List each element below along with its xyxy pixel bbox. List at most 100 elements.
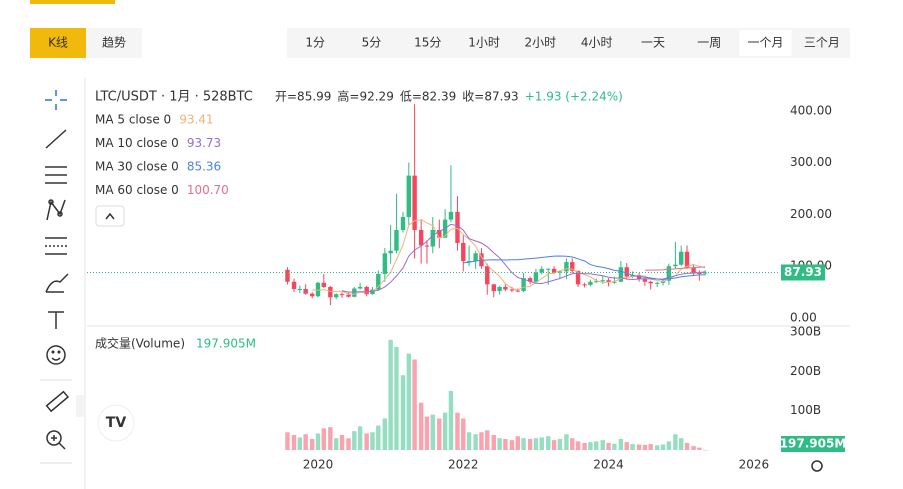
ma-name: MA 5 close 0 — [95, 113, 171, 127]
candle-body — [461, 242, 466, 262]
fib-tool[interactable] — [45, 237, 67, 255]
volume-bar — [673, 434, 678, 451]
candle-body — [297, 289, 303, 291]
volume-bar — [660, 444, 666, 451]
volume-bar — [527, 438, 533, 451]
volume-bar — [479, 432, 484, 451]
tab[interactable] — [30, 28, 86, 58]
volume-bar — [557, 438, 563, 451]
candle-body — [624, 267, 629, 277]
volume-bar — [455, 412, 460, 451]
timeframe-selected[interactable] — [739, 30, 792, 56]
timeframe[interactable]: 15分 — [414, 36, 441, 50]
y-tick-label: 400.00 — [790, 103, 832, 117]
candle-body — [364, 286, 369, 295]
crosshair-tool[interactable] — [45, 90, 67, 110]
candle-body — [655, 282, 660, 284]
line-tool[interactable] — [45, 129, 67, 149]
candle-body — [479, 253, 484, 267]
tab-label: K线 — [48, 36, 68, 50]
candle-body — [473, 253, 478, 262]
tab[interactable] — [86, 28, 142, 58]
candle-body — [691, 267, 696, 273]
volume-bar — [333, 438, 339, 451]
volume-tick-label: 300B — [790, 324, 821, 338]
tv-logo[interactable] — [97, 404, 135, 442]
candle-body — [466, 261, 472, 263]
candle-body — [618, 267, 624, 282]
timeframe[interactable]: 4小时 — [581, 36, 613, 50]
timeframe[interactable]: 三个月 — [804, 36, 840, 50]
emoji-tool[interactable] — [46, 345, 66, 365]
timeframe[interactable]: 一个月 — [748, 36, 784, 50]
candle-body — [527, 278, 533, 282]
timeframes: 1分 5分 15分 1小时 2小时 4小时 一天 一周 一个月 三个月 — [305, 30, 840, 56]
ma-line — [341, 223, 706, 293]
timeframe[interactable]: 5分 — [362, 36, 382, 50]
volume-bar — [702, 449, 708, 451]
volume-bar — [570, 438, 575, 451]
ma-name: MA 10 close 0 — [95, 136, 179, 150]
timeframe[interactable]: 一周 — [697, 36, 721, 50]
candle-body — [321, 282, 327, 287]
candle-body — [600, 280, 605, 282]
timeframe[interactable]: 2小时 — [525, 36, 557, 50]
candle-body — [394, 229, 399, 251]
volume-bar — [437, 418, 442, 451]
volume-bar — [473, 434, 478, 451]
volume-bar — [503, 438, 508, 451]
ma-value: 100.70 — [187, 183, 229, 197]
volume-bar — [321, 428, 327, 451]
ohlc-value: 高=92.29 — [337, 89, 393, 104]
x-tick-label: 2026 — [739, 458, 770, 472]
volume-bar — [466, 432, 472, 451]
text-tool[interactable] — [48, 311, 64, 329]
volume-bar — [666, 441, 672, 451]
candle-body — [594, 281, 599, 283]
candle-body — [702, 272, 708, 274]
volume-bar — [346, 438, 351, 451]
candle-body — [636, 275, 642, 280]
toolbar-handle[interactable] — [76, 395, 84, 417]
timeframe[interactable]: 1分 — [305, 36, 325, 50]
candle-body — [533, 272, 539, 282]
volume-bar — [642, 444, 648, 451]
hline-tool[interactable] — [45, 166, 67, 184]
volume-bar — [521, 438, 526, 451]
candle-body — [612, 281, 617, 283]
brush-tool[interactable] — [45, 273, 69, 293]
candle-body — [346, 294, 351, 297]
candle-body — [509, 289, 515, 291]
ruler-tool[interactable] — [45, 390, 70, 413]
symbol: LTC/USDT · 1月 · 528BTC — [95, 90, 253, 105]
candle-body — [588, 281, 593, 285]
zoom-tool[interactable] — [46, 430, 66, 450]
volume-bar — [357, 426, 363, 451]
candle-body — [418, 229, 424, 246]
candle-body — [339, 294, 345, 296]
volume-value: 197.905M — [196, 337, 256, 351]
volume-bar — [600, 440, 605, 451]
volume-bar — [539, 437, 544, 451]
candle-body — [515, 290, 520, 292]
collapse-button[interactable] — [95, 205, 125, 227]
x-tick-label: 2020 — [303, 458, 334, 472]
candle-body — [684, 251, 690, 268]
candle-body — [315, 282, 321, 297]
timeframe[interactable]: 1小时 — [468, 36, 500, 50]
ma-line — [644, 266, 706, 271]
plot: 0.00100.00200.00300.00400.00100B200B300B… — [87, 103, 846, 472]
candle-body — [497, 286, 502, 292]
timeframe[interactable]: 一天 — [641, 36, 665, 50]
volume-bar — [352, 431, 357, 451]
pattern-tool[interactable] — [46, 199, 66, 221]
volume-bar — [461, 418, 466, 451]
volume-bar — [400, 375, 406, 451]
volume-bar — [370, 432, 375, 451]
ohlc-value: 低=82.39 — [400, 90, 456, 104]
candle-body — [370, 289, 375, 295]
settings-icon[interactable] — [811, 460, 823, 472]
candle-body — [400, 217, 406, 230]
